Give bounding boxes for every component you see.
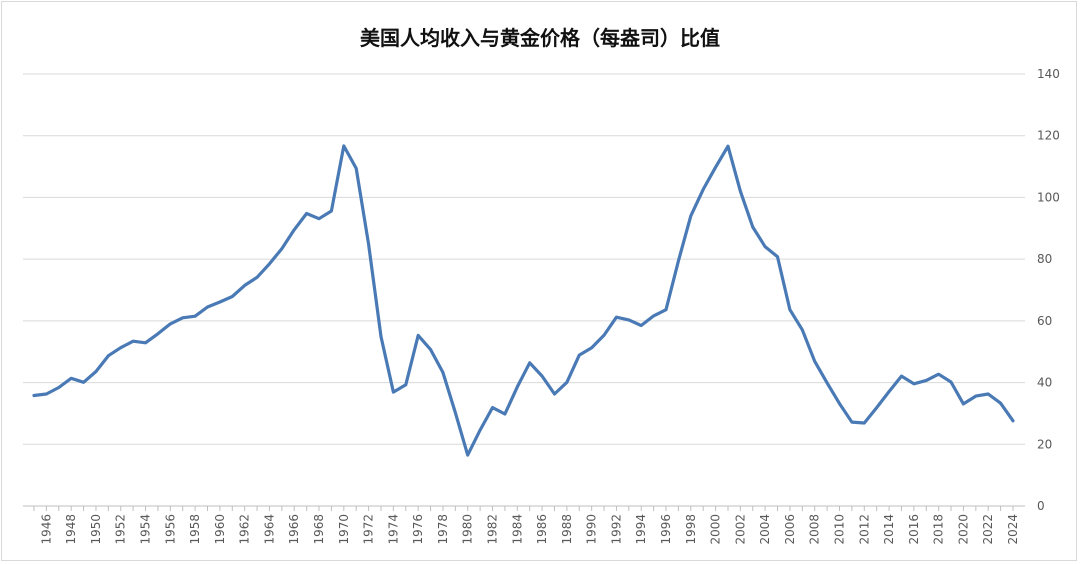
x-tick-label: 2008	[808, 514, 822, 545]
y-tick-label: 140	[1037, 67, 1060, 81]
x-tick-label: 1948	[64, 514, 78, 545]
y-tick-label: 120	[1037, 129, 1060, 143]
x-tick-label: 1960	[213, 514, 227, 545]
x-tick-label: 2012	[857, 514, 871, 545]
x-tick-label: 1998	[684, 514, 698, 545]
x-tick-label: 1970	[337, 514, 351, 545]
x-tick-label: 1974	[386, 514, 400, 545]
x-tick-label: 1990	[585, 514, 599, 545]
x-tick-label: 2014	[882, 514, 896, 545]
y-tick-label: 60	[1037, 314, 1052, 328]
x-tick-label: 1986	[535, 514, 549, 545]
x-tick-label: 1996	[659, 514, 673, 545]
y-tick-label: 100	[1037, 190, 1060, 204]
x-tick-label: 1958	[188, 514, 202, 545]
x-tick-label: 1994	[634, 514, 648, 545]
x-tick-label: 1972	[362, 514, 376, 545]
x-tick-label: 2010	[833, 514, 847, 545]
x-tick-label: 2016	[907, 514, 921, 545]
x-tick-label: 2006	[783, 514, 797, 545]
chart-title: 美国人均收入与黄金价格（每盎司）比值	[360, 26, 720, 50]
x-tick-label: 2024	[1006, 514, 1020, 545]
x-tick-label: 1980	[461, 514, 475, 545]
x-tick-label: 2020	[956, 514, 970, 545]
x-tick-label: 1964	[262, 514, 276, 545]
x-tick-label: 1988	[560, 514, 574, 545]
x-tick-label: 1946	[39, 514, 53, 545]
y-tick-label: 80	[1037, 252, 1052, 266]
x-tick-label: 1954	[139, 514, 153, 545]
x-tick-label: 1966	[287, 514, 301, 545]
x-tick-label: 1976	[411, 514, 425, 545]
x-tick-label: 2022	[981, 514, 995, 545]
y-tick-label: 0	[1037, 499, 1045, 513]
y-tick-label: 40	[1037, 376, 1052, 390]
x-tick-labels: 1946 1948 1950 1952 1954 1956 1958 1960 1962 1964…	[39, 514, 1020, 545]
gridlines	[23, 73, 1025, 511]
x-tick-label: 1978	[436, 514, 450, 545]
x-tick-label: 1956	[163, 514, 177, 545]
y-tick-labels: 0 20 40 60 80 100 120 140	[1037, 67, 1060, 513]
x-tick-label: 1968	[312, 514, 326, 545]
x-tick-label: 1952	[114, 514, 128, 545]
series-layer	[32, 144, 1015, 457]
x-tick-label: 2002	[733, 514, 747, 545]
series-line	[32, 144, 1015, 457]
x-tick-label: 2018	[932, 514, 946, 545]
x-tick-label: 1984	[510, 514, 524, 545]
x-tick-label: 2004	[758, 514, 772, 545]
x-tick-label: 2000	[709, 514, 723, 545]
x-tick-label: 1992	[609, 514, 623, 545]
x-tick-label: 1982	[486, 514, 500, 545]
x-tick-label: 1950	[89, 514, 103, 545]
y-tick-label: 20	[1037, 437, 1052, 451]
x-tick-label: 1962	[238, 514, 252, 545]
